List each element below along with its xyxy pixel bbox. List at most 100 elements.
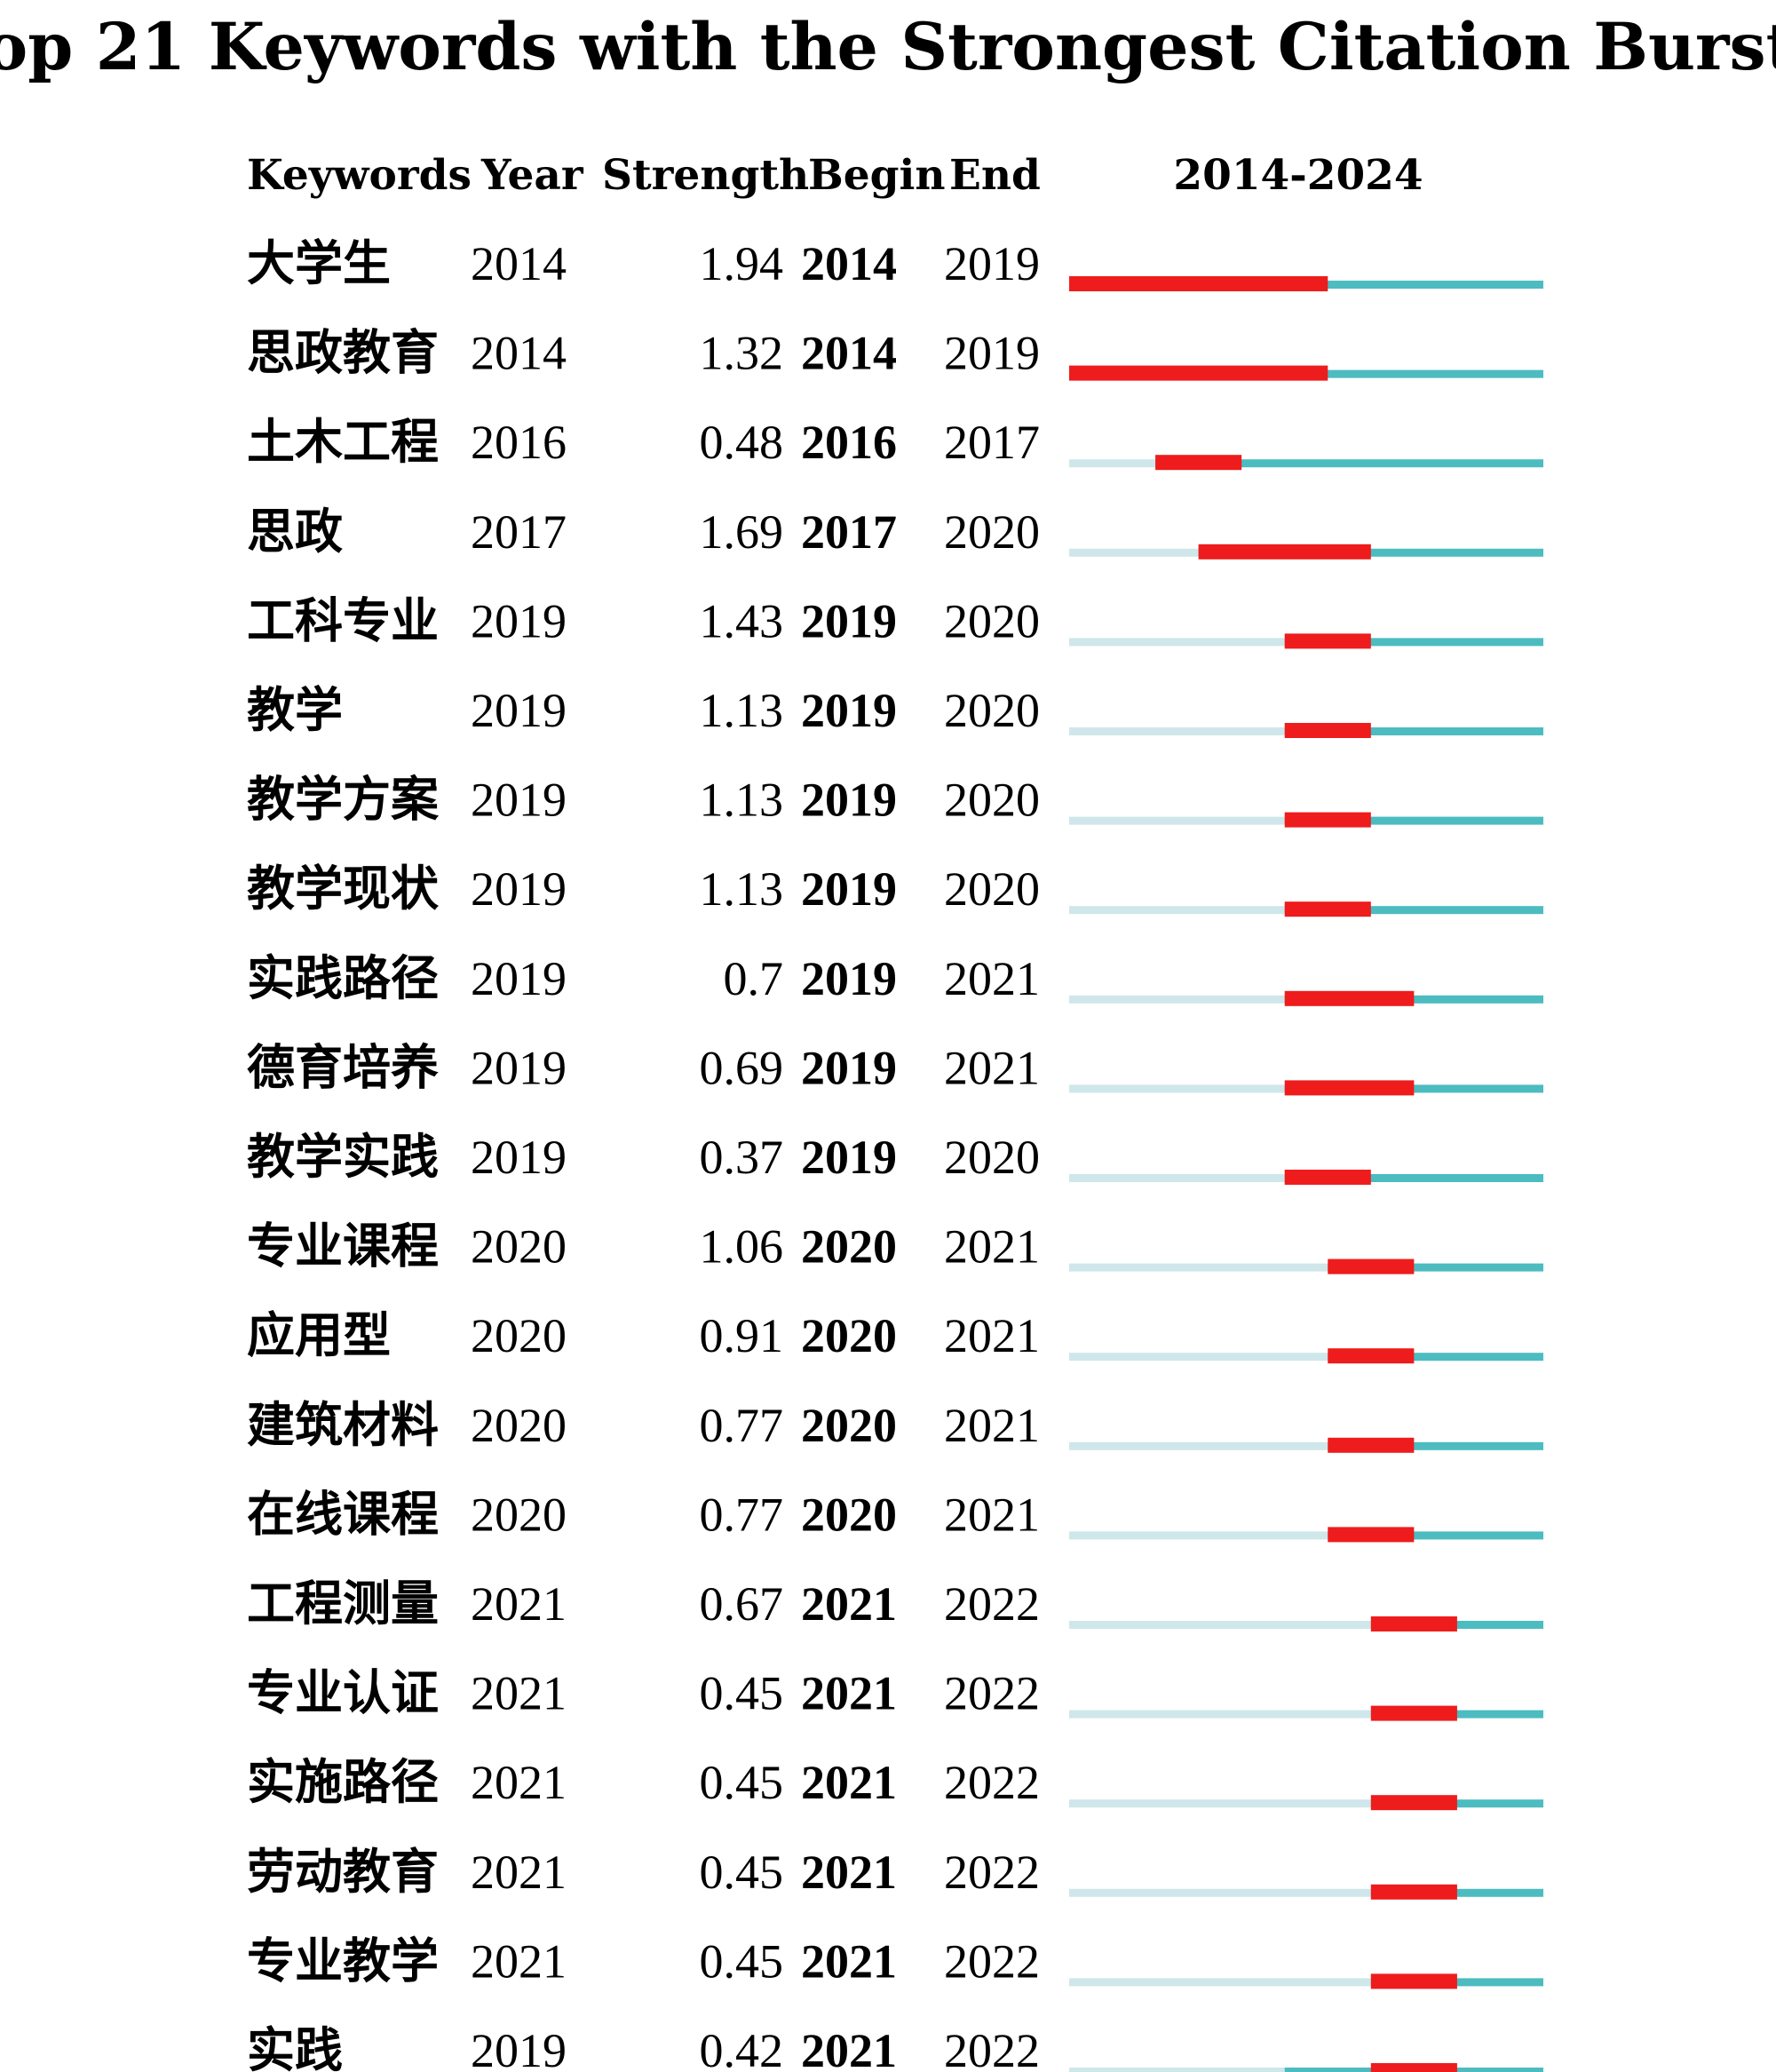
burst-row: 思政教育 2014 1.32 2014 2019 [247,325,1543,381]
end-value: 2022 [944,1667,1040,1720]
timeline-inactive [1069,1084,1285,1093]
burst-bar [1284,990,1415,1006]
timeline-active [1328,1531,1543,1540]
burst-bar [1370,1616,1457,1631]
header-begin: Begin [808,151,946,200]
timeline-inactive [1069,1621,1371,1629]
burst-row: 在线课程 2020 0.77 2020 2021 [247,1486,1543,1543]
strength-value: 1.69 [700,505,784,559]
strength-value: 0.67 [700,1577,784,1631]
burst-row: 工科专业 2019 1.43 2019 2020 [247,592,1543,649]
burst-bar [1370,1884,1457,1900]
burst-row: 专业课程 2020 1.06 2020 2021 [247,1219,1543,1274]
burst-bar [1284,1080,1415,1096]
year-value: 2017 [471,505,567,559]
header-range: 2014-2024 [1173,151,1423,200]
header-keywords: Keywords [247,151,472,200]
year-value: 2019 [471,952,567,1005]
timeline-active [1284,906,1543,915]
keyword-label: 实践 [247,2022,343,2072]
burst-row: 教学 2019 1.13 2019 2020 [247,682,1543,738]
burst-row: 工程测量 2021 0.67 2021 2022 [247,1576,1543,1631]
keyword-label: 大学生 [247,235,391,291]
end-value: 2022 [944,1756,1040,1809]
begin-value: 2020 [801,1309,897,1362]
year-value: 2020 [471,1488,567,1541]
keyword-label: 工科专业 [247,592,439,648]
year-value: 2021 [471,1934,567,1988]
strength-value: 1.94 [700,237,784,290]
year-value: 2014 [471,237,567,290]
end-value: 2021 [944,1309,1040,1362]
burst-bar [1155,455,1242,471]
header-strength: Strength [602,151,809,200]
end-value: 2019 [944,327,1040,380]
begin-value: 2020 [801,1399,897,1452]
strength-value: 1.32 [700,327,784,380]
burst-row: 德育培养 2019 0.69 2019 2021 [247,1039,1543,1096]
burst-bar [1328,1437,1415,1453]
timeline-inactive [1069,1441,1328,1450]
begin-value: 2019 [801,684,897,737]
timeline-active [1284,638,1543,647]
keyword-label: 建筑材料 [247,1397,439,1453]
burst-bar [1370,1795,1457,1811]
keyword-label: 教学现状 [247,861,440,917]
burst-row: 实践路径 2019 0.7 2019 2021 [247,950,1543,1006]
burst-row: 思政 2017 1.69 2017 2020 [247,504,1543,560]
year-value: 2021 [471,1667,567,1720]
strength-value: 1.13 [700,684,784,737]
strength-value: 0.91 [700,1309,784,1362]
rows: 大学生 2014 1.94 2014 2019 思政教育 2014 1.32 2014 2019 土… [247,235,1543,2072]
begin-value: 2020 [801,1220,897,1274]
strength-value: 1.43 [700,594,784,647]
end-value: 2022 [944,1846,1040,1899]
strength-value: 0.7 [724,952,784,1005]
burst-bar [1069,365,1328,381]
begin-value: 2019 [801,774,897,827]
end-value: 2022 [944,1577,1040,1631]
burst-row: 实践 2019 0.42 2021 2022 [247,2022,1543,2072]
chart-title: Top 21 Keywords with the Strongest Citat… [0,9,1776,85]
end-value: 2020 [944,862,1040,916]
year-value: 2014 [471,327,567,380]
burst-row: 实施路径 2021 0.45 2021 2022 [247,1754,1543,1811]
end-value: 2020 [944,774,1040,827]
strength-value: 0.42 [700,2024,784,2072]
strength-value: 1.13 [700,774,784,827]
burst-row: 专业教学 2021 0.45 2021 2022 [247,1933,1543,1989]
timeline-inactive [1069,1978,1371,1987]
end-value: 2020 [944,505,1040,559]
header-row: Keywords Year Strength Begin End 2014-20… [247,151,1423,200]
begin-value: 2014 [801,237,897,290]
header-end: End [949,151,1041,200]
end-value: 2020 [944,684,1040,737]
timeline-inactive [1069,638,1285,647]
keyword-label: 土木工程 [247,414,439,470]
burst-row: 大学生 2014 1.94 2014 2019 [247,235,1543,291]
keyword-label: 教学 [247,682,343,738]
timeline-inactive [1069,906,1285,915]
timeline-active [1155,459,1543,468]
timeline-inactive [1069,727,1285,735]
begin-value: 2019 [801,1131,897,1184]
burst-row: 土木工程 2016 0.48 2016 2017 [247,414,1543,471]
end-value: 2021 [944,1488,1040,1541]
keyword-label: 思政 [247,504,343,560]
timeline-inactive [1069,1710,1371,1719]
burst-row: 教学方案 2019 1.13 2019 2020 [247,772,1543,828]
year-value: 2020 [471,1309,567,1362]
year-value: 2019 [471,1131,567,1184]
year-value: 2020 [471,1399,567,1452]
end-value: 2021 [944,1041,1040,1094]
keyword-label: 实践路径 [247,950,439,1006]
begin-value: 2021 [801,1934,897,1988]
burst-row: 教学实践 2019 0.37 2019 2020 [247,1129,1543,1185]
end-value: 2021 [944,952,1040,1005]
timeline-active [1328,1353,1543,1361]
year-value: 2021 [471,1756,567,1809]
timeline-inactive [1069,1263,1328,1272]
keyword-label: 教学实践 [247,1129,439,1185]
keyword-label: 思政教育 [247,325,439,381]
